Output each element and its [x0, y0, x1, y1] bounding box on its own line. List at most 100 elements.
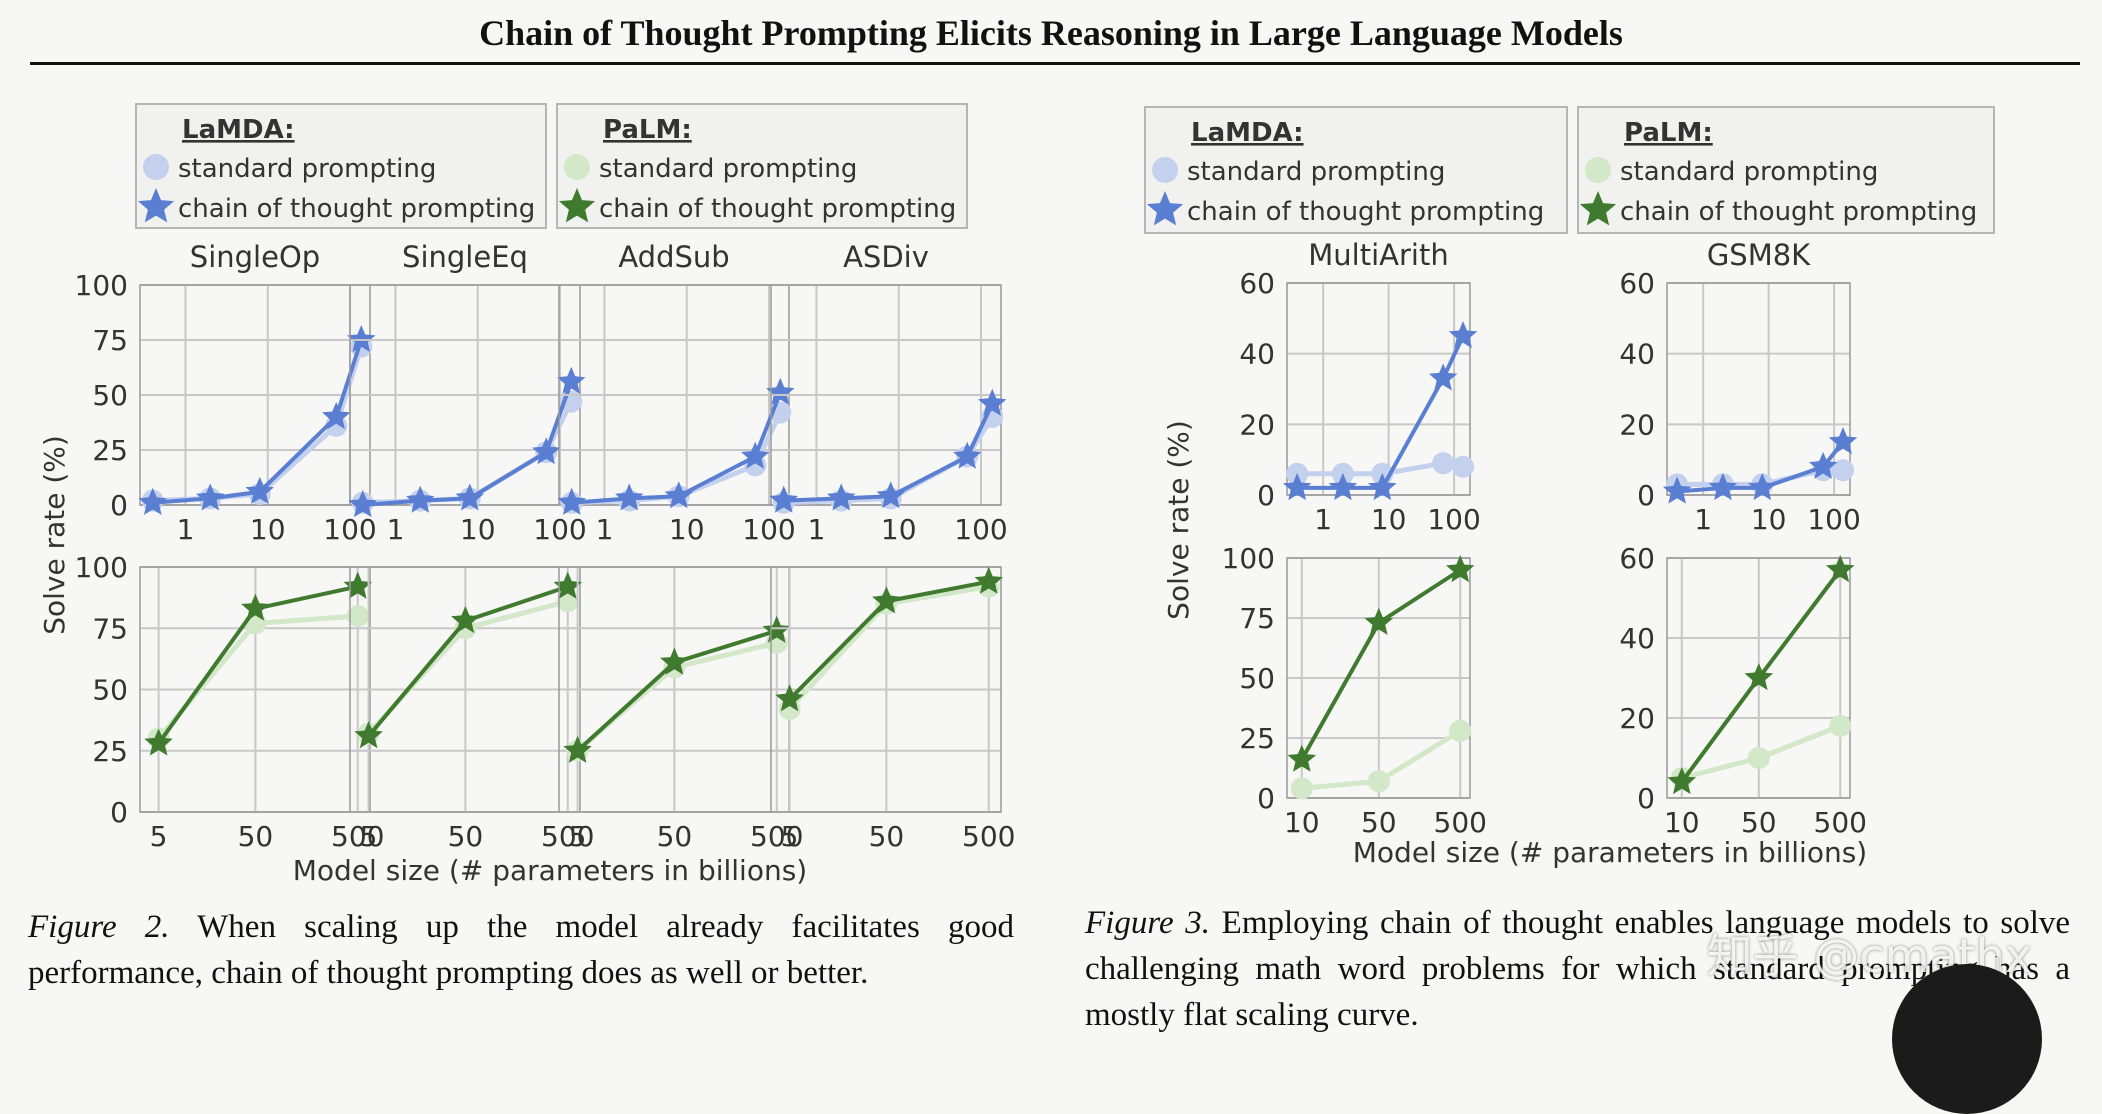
fig3-panel-1-cot-point [1328, 472, 1358, 501]
fig2-panel-1-cot-point [245, 476, 274, 504]
fig2-panel-4-cot-point [827, 483, 856, 511]
title-rule [30, 62, 2080, 65]
fig3-legend-palm-box [1577, 106, 1995, 234]
fig3-panel-2-xtick: 100 [1807, 503, 1860, 536]
page-title: Chain of Thought Prompting Elicits Reaso… [479, 13, 1623, 53]
fig3-panel-2-ytick: 40 [1619, 338, 1655, 371]
fig3-panel-3-cot-point [1287, 744, 1317, 772]
fig2-panel-7-xtick: 50 [657, 820, 693, 853]
fig2-legend-palm-box [556, 103, 968, 229]
fig2-panel-5-xtick: 50 [238, 820, 274, 853]
fig3-legend-palm-cot-label: chain of thought prompting [1620, 197, 1977, 227]
fig3-panel-1-ytick: 20 [1239, 408, 1275, 441]
fig2-panel-6-std-point [556, 590, 579, 613]
fig2-panel-1-cot-point [196, 483, 225, 511]
fig2-panel-1-cot-point [138, 487, 167, 515]
fig3-panel-2-cot-point [1708, 472, 1738, 501]
fig2-panel-3-cot-point [741, 441, 770, 469]
figure-2-text: When scaling up the model already facili… [28, 909, 1014, 991]
fig2-panel-1-xtick: 10 [250, 513, 286, 546]
fig2-panel-2-cot-point [455, 483, 484, 511]
fig2-panel-5-xtick: 500 [331, 820, 384, 853]
fig3-panel-3-cot-line [1300, 568, 1462, 761]
fig2-panel-1-xtick: 100 [323, 513, 376, 546]
fig2-panel-4-xtick: 1 [808, 513, 826, 546]
fig3-legend-lamda-std-label: standard prompting [1187, 157, 1445, 187]
fig2-panel-6-cot-point [451, 605, 480, 633]
fig2-legend-lamda-cot-marker [137, 188, 175, 223]
fig3-panel-2-xtick: 10 [1751, 503, 1787, 536]
fig3-panel-3-xtick: 50 [1361, 806, 1397, 839]
fig3-panel-3-std-point [1367, 770, 1390, 793]
fig3-legend-palm-cot-marker [1579, 191, 1617, 226]
fig3-panel-4-cot-point [1826, 555, 1855, 583]
fig2-legend-palm-std-label: standard prompting [599, 154, 857, 184]
fig2-panel-1-cot-point [347, 325, 376, 353]
fig2-panel-3-cot-point [664, 481, 693, 509]
fig3-panel-2-title: GSM8K [1707, 238, 1811, 272]
fig3-panel-3-ytick: 0 [1257, 782, 1275, 815]
fig3-panel-2-cot-point [1828, 427, 1858, 455]
fig2-panel-5-xtick: 5 [150, 820, 168, 853]
fig3-legend-lamda-std-marker [1152, 157, 1178, 183]
fig3-panel-3-cot-point [1446, 555, 1475, 583]
fig2-panel-5-ytick: 50 [92, 674, 128, 707]
fig3-xlabel: Model size (# parameters in billions) [1353, 836, 1867, 869]
fig2-panel-1-ytick: 50 [92, 379, 128, 412]
fig2-legend-palm-cot-marker [558, 188, 596, 223]
fig3-panel-1-std-point [1452, 455, 1475, 478]
fig3-panel-2-ytick: 20 [1619, 408, 1655, 441]
fig2-legend-lamda-std-marker [143, 154, 169, 180]
fig2-panel-2-title: SingleEq [402, 240, 528, 274]
fig3-panel-4-cot-point [1744, 663, 1774, 691]
fig2-legend-palm-cot-label: chain of thought prompting [599, 194, 956, 224]
fig3-panel-1-xtick: 1 [1314, 503, 1332, 536]
fig3-panel-4-xtick: 10 [1664, 806, 1700, 839]
fig3-panel-3-std-point [1290, 777, 1313, 800]
figure-3-text: Employing chain of thought enables langu… [1085, 905, 2071, 1033]
fig2-panel-8-cot-point [872, 586, 901, 614]
fig3-panel-4-xtick: 50 [1741, 806, 1777, 839]
fig2-legend-lamda-title: LaMDA: [182, 115, 295, 145]
fig2-panel-2-cot-point [532, 437, 561, 465]
fig3-panel-4-ytick: 0 [1637, 782, 1655, 815]
fig3-panel-4-frame [1666, 557, 1851, 799]
fig2-panel-6-xtick: 50 [448, 820, 484, 853]
fig2-panel-8-xtick: 500 [962, 820, 1015, 853]
fig3-panel-1-cot-point [1282, 472, 1312, 501]
fig3-panel-1-std-point [1432, 452, 1455, 475]
fig2-panel-6-cot-point [354, 721, 383, 749]
fig2-panel-4-title: ASDiv [843, 240, 929, 274]
fig2-panel-1-ytick: 0 [110, 489, 128, 522]
fig3-panel-2-cot-point [1808, 451, 1838, 479]
fig2-panel-8-cot-point [775, 684, 804, 712]
fig3-panel-1-ytick: 60 [1239, 267, 1275, 300]
fig2-panel-1-ytick: 25 [92, 434, 128, 467]
fig2-panel-5-cot-point [144, 728, 173, 756]
fig2-panel-3-xtick: 10 [669, 513, 705, 546]
fig3-panel-2-ytick: 0 [1637, 479, 1655, 512]
fig3-panel-2-cot-point [1662, 476, 1692, 504]
fig2-panel-4-cot-point [876, 481, 905, 509]
fig2-panel-2-cot-point [557, 366, 586, 394]
fig2-panel-4-cot-point [978, 388, 1007, 416]
fig2-panel-3-xtick: 100 [742, 513, 795, 546]
fig2-panel-1-ytick: 75 [92, 324, 128, 357]
fig2-ylabel: Solve rate (%) [38, 435, 71, 635]
fig2-legend-lamda-box [135, 103, 547, 229]
fig3-legend-palm-std-label: standard prompting [1620, 157, 1878, 187]
fig3-panel-1-xtick: 100 [1427, 503, 1480, 536]
fig2-panel-8-frame [770, 566, 1002, 813]
fig3-panel-4-xtick: 500 [1814, 806, 1867, 839]
fig3-panel-3-ytick: 75 [1239, 602, 1275, 635]
fig2-panel-4-xtick: 10 [881, 513, 917, 546]
fig3-panel-2-std-point [1832, 459, 1855, 482]
fig3-panel-3-cot-point [1364, 607, 1394, 635]
fig2-panel-5-ytick: 100 [75, 551, 128, 584]
fig3-legend-lamda-box [1144, 106, 1568, 234]
fig3-panel-4-ytick: 60 [1619, 542, 1655, 575]
fig2-panel-6-xtick: 500 [541, 820, 594, 853]
fig2-panel-3-cot-point [615, 483, 644, 511]
fig3-panel-1-cot-point [1368, 472, 1397, 501]
fig2-panel-7-xtick: 5 [569, 820, 587, 853]
